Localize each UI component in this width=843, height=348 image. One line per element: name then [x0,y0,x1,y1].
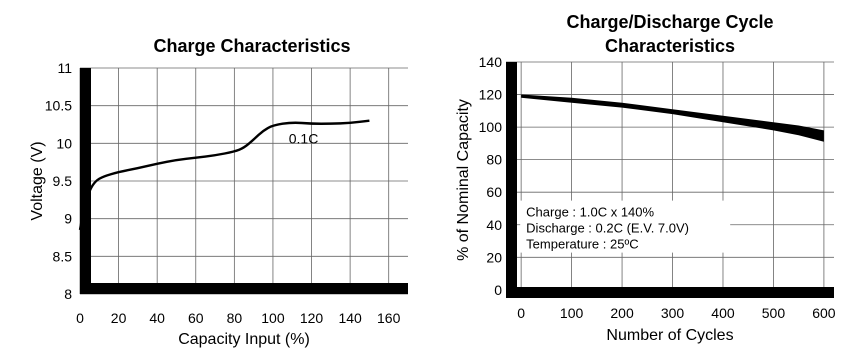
chart2-x-tick-label: 500 [762,305,786,321]
chart1-title-line: Charge Characteristics [153,36,350,56]
chart1-y-tick-label: 10 [56,135,72,151]
chart1-x-axis-title: Capacity Input (%) [178,331,310,348]
chart1-x-tick-label: 140 [338,310,362,326]
chart1-x-tick-label: 120 [300,310,324,326]
chart2-x-tick-label: 600 [812,305,836,321]
chart2-x-axis-band [506,287,834,298]
chart1-y-tick-label: 9.5 [53,173,73,189]
chart1-x-tick-label: 160 [377,310,401,326]
chart2-y-tick-label: 60 [486,184,502,200]
chart2-x-tick-label: 200 [610,305,634,321]
chart1-x-tick-label: 80 [227,310,243,326]
chart2-x-tick-label: 100 [560,305,584,321]
chart1-y-axis-title: Voltage (V) [29,141,46,220]
chart1-x-tick-label: 40 [149,310,165,326]
chart2-x-tick-label: 0 [517,305,525,321]
chart1-y-tick-label: 9 [64,211,72,227]
chart1-y-tick-label: 10.5 [45,98,72,114]
chart2-y-tick-label: 120 [479,87,503,103]
chart2-annotation-box [520,200,731,253]
chart2-y-axis-band [506,62,517,298]
chart2-y-tick-label: 80 [486,152,502,168]
chart2-y-tick-label: 40 [486,217,502,233]
chart1-y-axis-band [80,68,91,294]
chart2-title-line: Charge/Discharge Cycle [566,12,773,32]
chart2-y-tick-label: 20 [486,249,502,265]
chart1-x-tick-label: 0 [76,310,84,326]
chart1-x-tick-label: 20 [111,310,127,326]
chart2-annotation-line: Discharge : 0.2C (E.V. 7.0V) [526,221,689,236]
chart2-capacity-band [521,94,824,142]
chart2-x-tick-label: 300 [661,305,685,321]
chart1-series-label: 0.1C [289,131,319,147]
chart1-series-line [78,119,370,231]
chart1-y-tick-label: 8.5 [53,248,73,264]
chart2-y-tick-label: 100 [479,119,503,135]
chart1-x-tick-label: 60 [188,310,204,326]
chart1-x-axis-band [80,283,408,294]
chart2-title-line: Characteristics [605,36,735,56]
chart2-y-tick-label: 140 [479,54,503,70]
chart1-x-tick-label: 100 [261,310,285,326]
chart2-annotation-line: Charge : 1.0C x 140% [526,205,654,220]
chart2-x-axis-title: Number of Cycles [606,327,733,344]
chart2-annotation-line: Temperature : 25ºC [526,237,638,252]
chart2-y-tick-label: 0 [494,282,502,298]
chart2-y-axis-title: % of Nominal Capacity [455,99,472,261]
chart2-x-tick-label: 400 [711,305,735,321]
chart1-y-tick-label: 11 [57,60,72,76]
chart1-y-tick-label: 8 [64,286,72,302]
